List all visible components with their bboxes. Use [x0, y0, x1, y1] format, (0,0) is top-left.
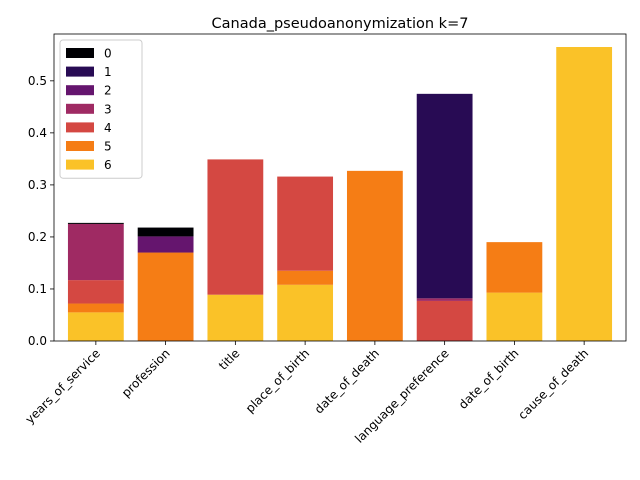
- x-axis: years_of_service profession title place_of_…: [23, 341, 591, 446]
- legend-swatch-3: [66, 103, 94, 114]
- legend-label-6: 6: [104, 158, 112, 172]
- y-tick-label: 0.5: [28, 74, 47, 88]
- x-tick-label-date_of_death: date_of_death: [312, 346, 382, 416]
- chart-title: Canada_pseudoanonymization k=7: [212, 16, 469, 32]
- legend: 0 1 2 3 4 5 6: [59, 39, 143, 179]
- bar-segment-profession-series-0: [137, 227, 194, 237]
- legend-swatch-1: [66, 66, 94, 77]
- legend-swatch-5: [66, 141, 94, 151]
- x-tick-label-profession: profession: [119, 346, 173, 400]
- bar-segment-profession-series-2: [137, 236, 194, 253]
- y-tick-label: 0.2: [28, 230, 47, 244]
- bar-segment-title-series-4: [207, 159, 264, 295]
- x-tick-label-cause_of_death: cause_of_death: [515, 346, 591, 422]
- bars-group: [67, 47, 613, 341]
- bar-segment-profession-series-5: [137, 252, 194, 341]
- x-tick-label-place_of_birth: place_of_birth: [243, 346, 312, 415]
- y-tick-label: 0.0: [28, 334, 47, 348]
- y-tick-label: 0.3: [28, 178, 47, 192]
- bar-segment-place_of_birth-series-5: [277, 270, 334, 285]
- legend-label-3: 3: [104, 102, 112, 116]
- bar-segment-title-series-6: [207, 294, 264, 341]
- legend-label-4: 4: [104, 121, 112, 135]
- legend-swatch-4: [66, 122, 94, 133]
- legend-label-1: 1: [104, 65, 112, 79]
- bar-segment-language_preference-series-4: [416, 300, 473, 341]
- bar-segment-years_of_service-series-4: [67, 280, 124, 304]
- bar-segment-language_preference-series-3: [416, 298, 473, 301]
- bar-segment-date_of_birth-series-5: [486, 242, 543, 293]
- y-axis: 0.0 0.1 0.2 0.3 0.4 0.5: [28, 74, 54, 348]
- x-tick-label-date_of_birth: date_of_birth: [456, 346, 522, 412]
- bar-segment-place_of_birth-series-6: [277, 284, 334, 341]
- bar-segment-date_of_death-series-5: [346, 170, 403, 341]
- bar-segment-date_of_birth-series-6: [486, 292, 543, 341]
- bar-segment-cause_of_death-series-6: [556, 47, 613, 341]
- plot-frame: [53, 33, 627, 342]
- y-tick-label: 0.4: [28, 126, 47, 140]
- legend-swatch-6: [66, 159, 94, 170]
- legend-label-5: 5: [104, 140, 112, 154]
- bar-segment-place_of_birth-series-4: [277, 176, 334, 271]
- bar-segment-years_of_service-series-0: [67, 222, 124, 224]
- legend-label-0: 0: [104, 47, 112, 61]
- x-tick-label-title: title: [216, 346, 242, 372]
- legend-label-2: 2: [104, 84, 112, 98]
- bar-segment-years_of_service-series-3: [67, 223, 124, 281]
- legend-swatch-0: [66, 48, 94, 58]
- bar-segment-years_of_service-series-6: [67, 312, 124, 341]
- bar-segment-years_of_service-series-5: [67, 303, 124, 313]
- legend-swatch-2: [66, 85, 94, 96]
- y-tick-label: 0.1: [28, 282, 47, 296]
- x-tick-label-years_of_service: years_of_service: [23, 346, 103, 426]
- bar-segment-language_preference-series-1: [416, 93, 473, 299]
